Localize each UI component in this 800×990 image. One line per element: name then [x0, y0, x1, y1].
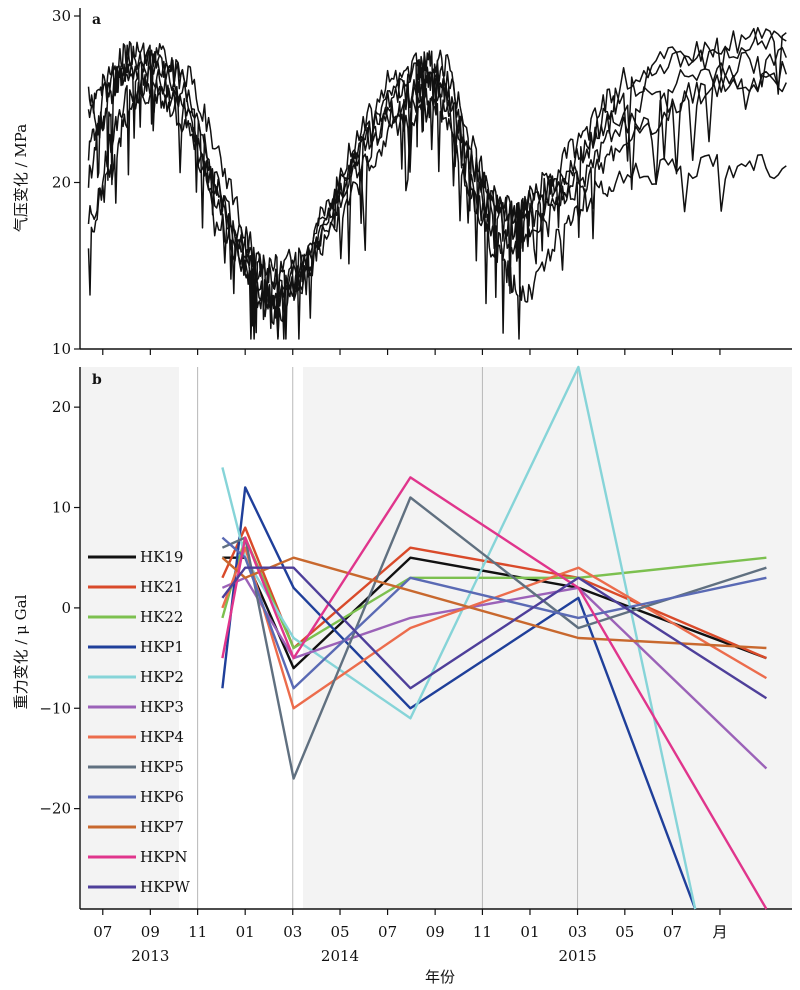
x-axis-title: 年份: [425, 968, 455, 986]
x-tick-label: 01: [520, 923, 539, 941]
legend-label: HKP1: [140, 638, 184, 656]
y-tick-label: 20: [52, 174, 71, 192]
series-hkp5: [221, 496, 767, 780]
x-tick-label: 03: [568, 923, 587, 941]
legend-label: HKP6: [140, 788, 184, 806]
legend-label: HKP7: [140, 818, 184, 836]
x-tick-label: 07: [378, 923, 397, 941]
series-hkpw: [221, 566, 768, 700]
pressure-series-1: [87, 26, 787, 340]
pressure-series-5: [87, 63, 787, 340]
legend-label: HKP3: [140, 698, 184, 716]
legend-label: HK19: [140, 548, 183, 566]
series-hkp7: [221, 556, 767, 650]
panel-a-y-ticks: 10 20 30: [52, 7, 80, 358]
x-tick-label: 09: [426, 923, 445, 941]
panel-a-series: [87, 26, 788, 340]
x-tick-label: 11: [473, 923, 492, 941]
y-tick-label: 0: [61, 599, 71, 617]
x-tick-label: 01: [236, 923, 255, 941]
y-tick-label: −20: [39, 800, 71, 818]
panel-b-y-axis-title: 重力变化 / μ Gal: [12, 594, 30, 709]
y-tick-label: −10: [39, 699, 71, 717]
year-label: 2014: [321, 947, 359, 965]
legend-label: HKPN: [140, 848, 188, 866]
y-tick-label: 20: [52, 398, 71, 416]
pressure-series-4: [87, 41, 788, 340]
panel-a-y-axis-title: 气压变化 / MPa: [12, 124, 30, 232]
x-tick-label: 07: [663, 923, 682, 941]
y-tick-label: 10: [52, 340, 71, 358]
legend-label: HKP5: [140, 758, 184, 776]
x-tick-label: 05: [615, 923, 634, 941]
panel-b-y-ticks: −20 −10 0 10 20: [39, 398, 80, 818]
panel-b-series: [221, 365, 768, 910]
pressure-series-6: [87, 85, 787, 340]
y-tick-label: 10: [52, 499, 71, 517]
legend-label: HKP2: [140, 668, 184, 686]
panel-a: a 气压变化 / MPa 10 20 30: [12, 7, 792, 358]
panel-a-tag: a: [92, 12, 101, 28]
x-tick-label: 07: [93, 923, 112, 941]
year-labels: 2013 2014 2015: [131, 947, 596, 965]
y-tick-label: 30: [52, 7, 71, 25]
series-hkpn: [221, 476, 768, 910]
legend-label: HKP4: [140, 728, 184, 746]
x-tick-label: 11: [188, 923, 207, 941]
x-tick-label: 03: [283, 923, 302, 941]
panel-b-x-ticks: 07 09 11 01 03 05 07 09 11 01 03 05 07 月: [93, 909, 727, 941]
series-hk21: [221, 526, 767, 660]
year-label: 2013: [131, 947, 169, 965]
panel-a-x-ticks: [102, 349, 721, 355]
x-tick-label: 月: [712, 923, 727, 941]
year-label: 2015: [558, 947, 596, 965]
pressure-series-3: [87, 46, 787, 340]
panel-b-tag: b: [92, 372, 102, 388]
legend-label: HK22: [140, 608, 183, 626]
series-hkp2: [221, 365, 697, 910]
x-tick-label: 05: [330, 923, 349, 941]
series-hkp1: [221, 486, 697, 910]
x-tick-label: 09: [141, 923, 160, 941]
legend: HK19 HK21 HK22 HKP1 HKP2 HKP3 HKP4 HKP5 HKP6 HKP7…: [88, 548, 190, 896]
legend-label: HKPW: [140, 878, 190, 896]
legend-label: HK21: [140, 578, 183, 596]
series-hk22: [221, 536, 767, 650]
